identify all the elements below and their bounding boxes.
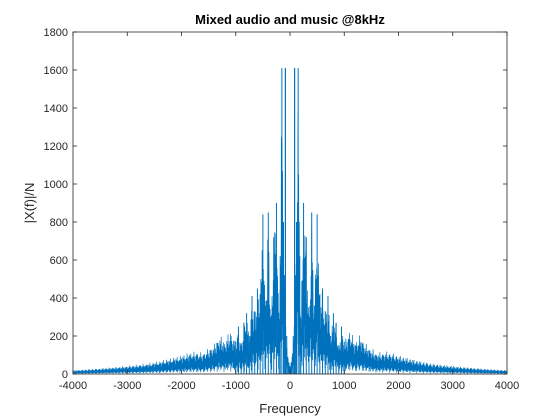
y-tick-label: 800 — [50, 217, 68, 229]
y-tick-label: 1600 — [44, 65, 68, 77]
x-tick-label: 0 — [287, 380, 293, 392]
x-tick-label: -4000 — [59, 380, 87, 392]
series-layer — [72, 68, 508, 374]
x-tick-label: 4000 — [495, 380, 519, 392]
chart-title: Mixed audio and music @8kHz — [195, 12, 385, 27]
x-tick-label: 2000 — [386, 380, 410, 392]
x-tick-label: -3000 — [113, 380, 141, 392]
y-tick-label: 1000 — [44, 179, 68, 191]
y-tick-label: 1800 — [44, 27, 68, 39]
y-tick-label: 1200 — [44, 141, 68, 153]
plot-area — [73, 32, 507, 374]
y-tick-label: 200 — [50, 331, 68, 343]
ticks-layer: -4000 -3000 -2000 -1000 0 1000 2000 3000 4000 0 20… — [44, 27, 520, 392]
x-tick-label: -2000 — [167, 380, 195, 392]
y-tick-label: 400 — [50, 293, 68, 305]
x-tick-label: -1000 — [222, 380, 250, 392]
y-tick-label: 1400 — [44, 103, 68, 115]
x-axis-label: Frequency — [259, 401, 321, 416]
y-tick-label: 600 — [50, 255, 68, 267]
x-tick-label: 3000 — [441, 380, 465, 392]
x-tick-label: 1000 — [332, 380, 356, 392]
y-axis-label: |X(f)|/N — [22, 183, 37, 224]
y-tick-label: 0 — [62, 369, 68, 381]
